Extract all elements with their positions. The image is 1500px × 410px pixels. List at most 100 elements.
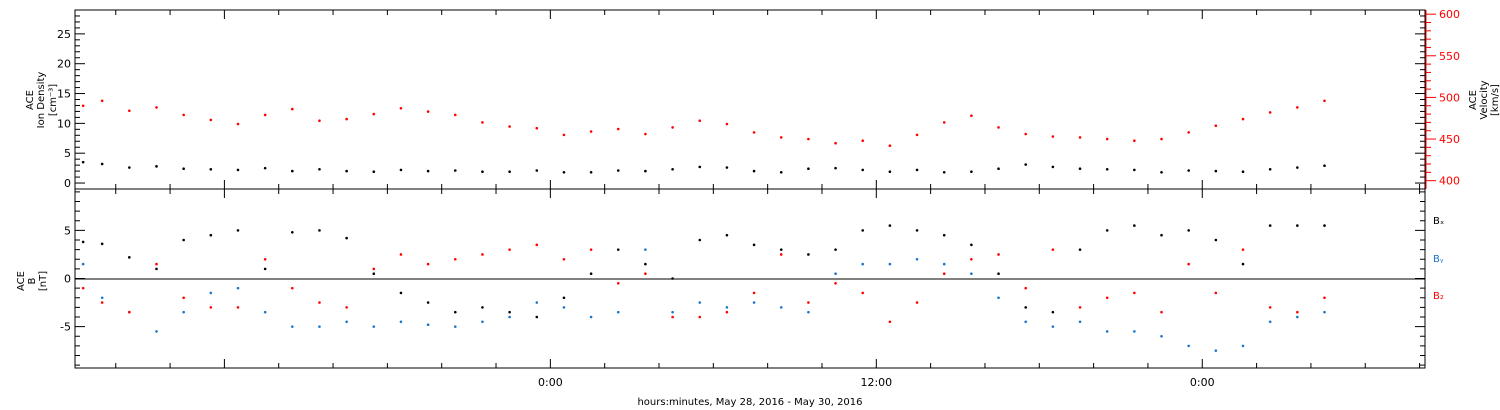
density-series-point — [807, 167, 810, 171]
velocity-series-point — [752, 131, 756, 134]
b-series-point — [263, 267, 267, 271]
b-series-point — [1268, 320, 1272, 324]
b-series-point — [236, 306, 240, 309]
b-series-point — [1024, 286, 1028, 290]
density-series-point — [1051, 165, 1055, 169]
b-series-point — [915, 257, 919, 261]
b-series-point — [1187, 229, 1190, 232]
b-series-point — [182, 310, 185, 314]
density-series-point — [318, 168, 321, 171]
density-axis-ticks: 0 5 10 15 20 25 — [57, 15, 1425, 190]
density-axis-label-line1: ACE — [25, 90, 36, 110]
density-series-point — [453, 169, 457, 172]
velocity-tick-label: 450 — [1439, 133, 1460, 146]
b-series-point — [752, 243, 756, 247]
b-series-point — [399, 253, 403, 256]
b-series-point — [535, 243, 539, 247]
b-series-point — [861, 291, 865, 295]
b-series-1 — [81, 248, 1326, 352]
b-series-point — [535, 315, 539, 319]
density-series-point — [100, 162, 104, 166]
b-series-point — [1160, 233, 1163, 237]
b-series-point — [318, 301, 321, 304]
velocity-series-point — [779, 136, 783, 139]
density-velocity-panel: 0 5 10 15 20 25 400 450 500 550 600 ACE Ion Densi… — [25, 8, 1500, 190]
density-series-point — [1187, 169, 1190, 172]
b-series-point — [345, 306, 348, 309]
b-series-point — [616, 248, 620, 251]
b-series-point — [372, 325, 376, 328]
velocity-series-point — [318, 119, 321, 123]
magnetic-field-panel: -5 0 5 ACE B [nT] Bₓ Bᵧ B₂ — [16, 191, 1444, 366]
b-series-point — [508, 315, 511, 319]
velocity-series-point — [372, 112, 376, 116]
b-series-point — [426, 262, 430, 266]
b-series-point — [1024, 306, 1028, 309]
density-velocity-series — [81, 99, 1326, 174]
b-series-point — [128, 256, 131, 259]
b-series-point — [209, 306, 213, 309]
b-series-point — [399, 320, 403, 324]
velocity-series-point — [453, 113, 457, 117]
b-series-point — [807, 310, 810, 314]
velocity-series-point — [997, 126, 1000, 129]
b-series-point — [1078, 306, 1082, 309]
b-tick-label: 0 — [64, 273, 71, 286]
velocity-series-point — [263, 113, 267, 117]
b-series-point — [182, 296, 185, 300]
density-series-point — [236, 168, 240, 172]
b-series-point — [997, 296, 1000, 300]
b-series-point — [942, 262, 946, 266]
velocity-series-point — [1241, 117, 1245, 121]
velocity-series-point — [1160, 137, 1163, 141]
b-tick-label: -5 — [60, 321, 71, 334]
b-series-point — [291, 325, 294, 328]
velocity-series-point — [426, 110, 430, 113]
b-series-point — [807, 253, 810, 256]
b-series-point — [399, 291, 403, 295]
velocity-series-point — [942, 121, 946, 124]
b-series-point — [1160, 334, 1163, 338]
b-series-point — [1187, 344, 1190, 348]
velocity-tick-label: 600 — [1439, 8, 1460, 21]
b-series-point — [1214, 349, 1218, 352]
density-tick-label: 25 — [57, 28, 71, 41]
velocity-series-point — [861, 139, 865, 143]
b-series-point — [779, 253, 783, 256]
b-axis-label-line2: B — [27, 277, 38, 284]
density-series-point — [209, 168, 213, 171]
b-series-point — [725, 310, 729, 314]
density-series-point — [671, 168, 674, 171]
b-component-series — [81, 224, 1326, 352]
density-series-point — [508, 170, 511, 173]
velocity-series-point — [508, 125, 511, 128]
b-series-point — [345, 320, 348, 324]
b-series-point — [562, 306, 566, 309]
b-series-point — [263, 257, 267, 261]
density-tick-label: 5 — [64, 147, 71, 160]
b-series-point — [1078, 320, 1082, 324]
b-series-point — [671, 315, 674, 319]
density-series-point — [779, 170, 783, 174]
b-series-point — [1133, 224, 1136, 227]
b-series-point — [182, 238, 185, 242]
b-series-point — [779, 248, 783, 251]
time-axis-ticks: 0:00 12:00 0:00 — [115, 10, 1421, 389]
b-series-point — [1296, 224, 1299, 227]
b-axis-ticks: -5 0 5 — [60, 191, 1425, 366]
b-series-point — [698, 301, 702, 304]
velocity-series-point — [100, 99, 104, 103]
velocity-series-point — [236, 122, 240, 126]
velocity-axis-ticks: 400 450 500 550 600 — [1425, 8, 1460, 189]
b-series-point — [372, 272, 376, 275]
b-series-point — [236, 286, 240, 290]
velocity-series-point — [970, 114, 973, 118]
b-series-point — [888, 224, 892, 227]
velocity-series-point — [182, 113, 185, 117]
b-series-point — [834, 248, 837, 251]
b-series-point — [752, 291, 756, 295]
b-series-point — [1105, 296, 1109, 300]
density-series-0 — [81, 160, 1326, 174]
density-series-point — [399, 168, 403, 172]
